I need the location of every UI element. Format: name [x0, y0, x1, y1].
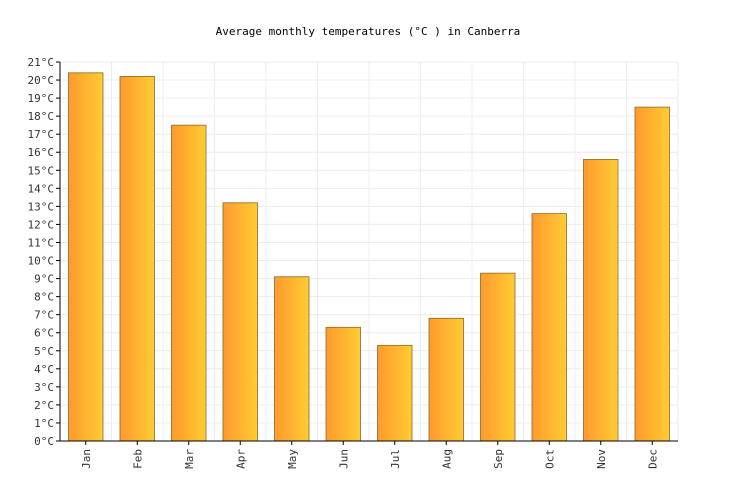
x-tick-label: Jun [337, 449, 350, 469]
bar-jun [325, 326, 361, 442]
bar-mar [171, 124, 207, 442]
y-tick-label: 6°C [34, 327, 54, 340]
grid-lines [56, 61, 679, 442]
y-tick-label: 3°C [34, 381, 54, 394]
y-tick-label: 12°C [28, 218, 55, 231]
bar-oct [531, 213, 567, 442]
y-tick-label: 2°C [34, 399, 54, 412]
y-tick-label: 0°C [34, 435, 54, 448]
x-tick-label: Mar [183, 449, 196, 469]
y-tick-label: 1°C [34, 417, 54, 430]
x-tick-label: Apr [234, 449, 247, 469]
bars [68, 72, 670, 442]
y-tick-label: 15°C [28, 164, 55, 177]
bar-apr [222, 202, 258, 442]
y-tick-label: 19°C [28, 92, 55, 105]
x-tick-label: Aug [440, 449, 453, 469]
x-tick-label: Feb [131, 449, 144, 469]
y-tick-label: 18°C [28, 110, 55, 123]
bar-feb [119, 76, 155, 442]
y-tick-label: 16°C [28, 146, 55, 159]
bar-nov [583, 159, 619, 442]
bar-dec [634, 106, 670, 442]
chart-title: Average monthly temperatures (°C ) in Ca… [216, 25, 521, 38]
y-tick-label: 4°C [34, 363, 54, 376]
x-axis-ticks: Jan Feb Mar Apr May Jun Jul Aug Sep Oct Nov Dec [80, 441, 659, 469]
y-tick-label: 8°C [34, 291, 54, 304]
y-tick-label: 20°C [28, 74, 55, 87]
y-tick-label: 11°C [28, 236, 55, 249]
y-tick-label: 5°C [34, 345, 54, 358]
y-tick-label: 7°C [34, 309, 54, 322]
x-tick-label: Dec [646, 449, 659, 469]
y-tick-label: 13°C [28, 200, 55, 213]
y-tick-label: 9°C [34, 273, 54, 286]
x-tick-label: May [286, 449, 299, 469]
x-tick-label: Sep [492, 449, 505, 469]
x-tick-label: Oct [543, 449, 556, 469]
y-tick-label: 14°C [28, 182, 55, 195]
bar-may [274, 276, 310, 442]
y-tick-label: 17°C [28, 128, 55, 141]
bar-sep [480, 272, 516, 442]
x-tick-label: Jul [389, 449, 402, 469]
bar-aug [428, 317, 464, 442]
x-tick-label: Nov [595, 449, 608, 469]
bar-jan [68, 72, 104, 442]
y-tick-label: 21°C [28, 56, 55, 69]
bar-jul [377, 344, 413, 442]
y-tick-label: 10°C [28, 255, 55, 268]
x-tick-label: Jan [80, 449, 93, 469]
y-axis-ticks: 0°C 1°C 2°C 3°C 4°C 5°C 6°C 7°C 8°C 9°C 10°C 11°C 12… [28, 56, 55, 448]
